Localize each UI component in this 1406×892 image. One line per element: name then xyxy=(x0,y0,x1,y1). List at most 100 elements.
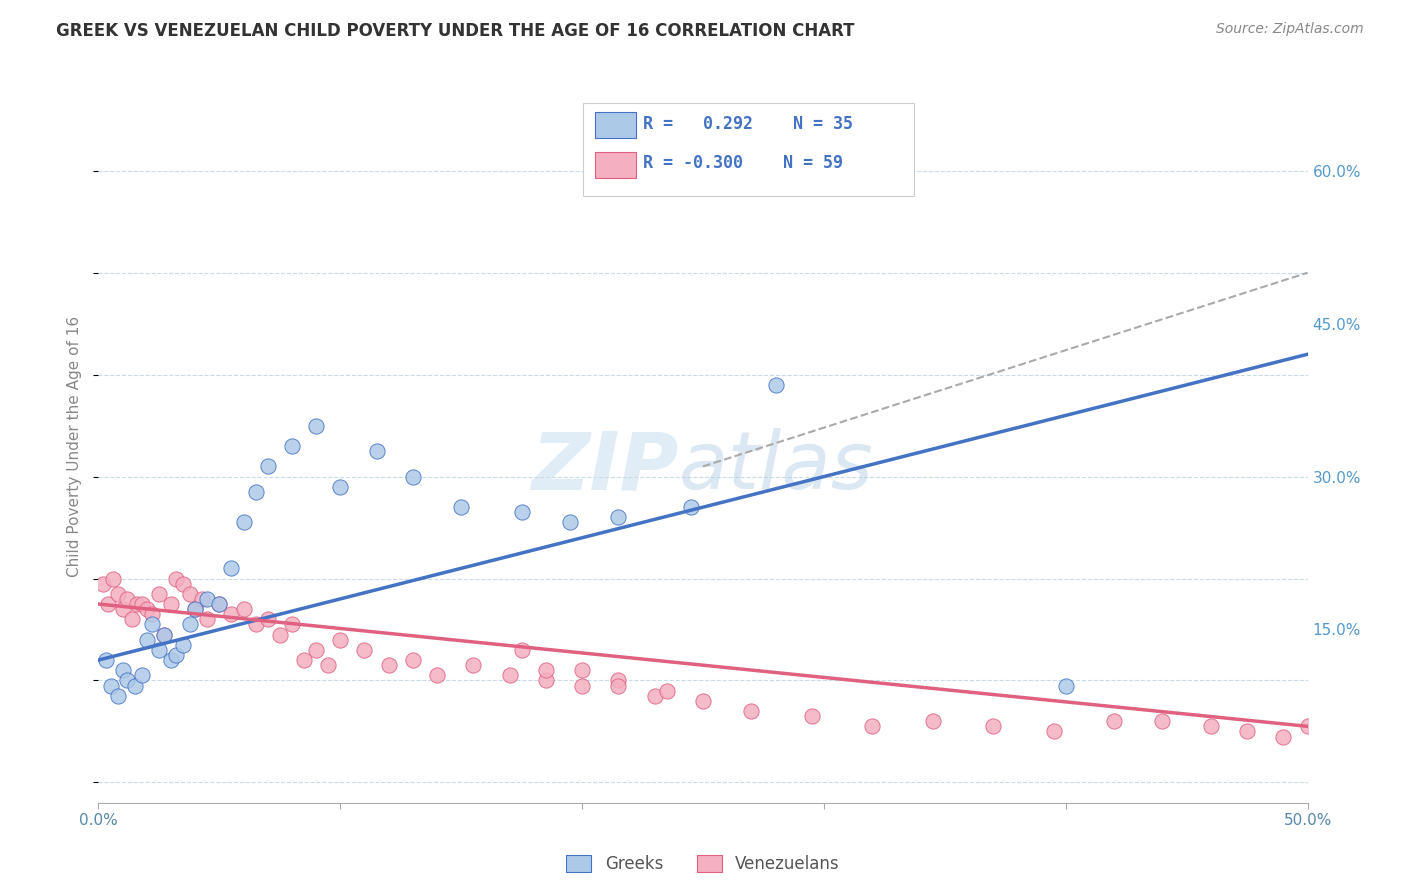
Point xyxy=(1236,724,1258,739)
Point xyxy=(256,612,278,626)
Point xyxy=(117,673,139,688)
Point xyxy=(191,591,214,606)
Point xyxy=(232,602,254,616)
Point xyxy=(571,663,593,677)
Point xyxy=(655,683,678,698)
Point xyxy=(607,510,630,524)
Point xyxy=(463,658,485,673)
Point xyxy=(498,668,520,682)
Point xyxy=(305,643,328,657)
Point xyxy=(148,587,170,601)
Point xyxy=(195,612,218,626)
Point xyxy=(800,709,823,723)
Point xyxy=(281,439,304,453)
Y-axis label: Child Poverty Under the Age of 16: Child Poverty Under the Age of 16 xyxy=(67,316,83,576)
Point xyxy=(1054,679,1077,693)
Point xyxy=(172,638,194,652)
Point xyxy=(1199,719,1222,733)
Point xyxy=(232,516,254,530)
Point xyxy=(131,597,153,611)
Point xyxy=(107,587,129,601)
Point xyxy=(111,663,134,677)
Point xyxy=(121,612,143,626)
Point xyxy=(101,572,124,586)
Point xyxy=(135,632,157,647)
Point xyxy=(131,668,153,682)
Point xyxy=(510,643,533,657)
Point xyxy=(141,607,163,622)
Point xyxy=(292,653,315,667)
Point xyxy=(221,561,243,575)
Point xyxy=(184,602,207,616)
Point xyxy=(765,377,787,392)
Point xyxy=(1296,719,1319,733)
Point xyxy=(426,668,449,682)
Point xyxy=(692,694,714,708)
Point xyxy=(135,602,157,616)
Point xyxy=(269,627,291,641)
Point xyxy=(160,653,183,667)
Point xyxy=(107,689,129,703)
Point xyxy=(91,576,114,591)
Point xyxy=(607,679,630,693)
Point xyxy=(510,505,533,519)
Point xyxy=(221,607,243,622)
Point xyxy=(571,679,593,693)
Point xyxy=(100,679,122,693)
Legend: Greeks, Venezuelans: Greeks, Venezuelans xyxy=(560,848,846,880)
Point xyxy=(402,653,425,667)
Point xyxy=(165,648,187,662)
Point xyxy=(256,459,278,474)
Point xyxy=(97,597,120,611)
Point xyxy=(148,643,170,657)
Point xyxy=(1272,730,1295,744)
Point xyxy=(94,653,117,667)
Text: Source: ZipAtlas.com: Source: ZipAtlas.com xyxy=(1216,22,1364,37)
Point xyxy=(124,679,146,693)
Point xyxy=(172,576,194,591)
Point xyxy=(558,516,581,530)
Point xyxy=(305,418,328,433)
Point xyxy=(534,663,557,677)
Point xyxy=(353,643,375,657)
Point xyxy=(179,617,201,632)
Point xyxy=(329,480,352,494)
Point xyxy=(141,617,163,632)
Point xyxy=(208,597,231,611)
Point xyxy=(208,597,231,611)
Point xyxy=(111,602,134,616)
Point xyxy=(1042,724,1064,739)
Text: ZIP: ZIP xyxy=(531,428,679,507)
Point xyxy=(981,719,1004,733)
Point xyxy=(1102,714,1125,729)
Point xyxy=(607,673,630,688)
Point xyxy=(402,469,425,483)
Point xyxy=(534,673,557,688)
Point xyxy=(329,632,352,647)
Point xyxy=(127,597,149,611)
Point xyxy=(152,627,174,641)
Point xyxy=(377,658,399,673)
Point xyxy=(195,591,218,606)
Point xyxy=(837,144,859,158)
Text: R =   0.292    N = 35: R = 0.292 N = 35 xyxy=(643,115,852,133)
Point xyxy=(1152,714,1174,729)
Point xyxy=(860,719,883,733)
Point xyxy=(179,587,201,601)
Text: atlas: atlas xyxy=(679,428,873,507)
Point xyxy=(245,484,267,499)
Point xyxy=(245,617,267,632)
Point xyxy=(117,591,139,606)
Point xyxy=(740,704,762,718)
Point xyxy=(366,444,388,458)
Point xyxy=(165,572,187,586)
Point xyxy=(184,602,207,616)
Point xyxy=(921,714,943,729)
Point xyxy=(679,500,702,515)
Text: R = -0.300    N = 59: R = -0.300 N = 59 xyxy=(643,154,842,172)
Point xyxy=(152,627,174,641)
Point xyxy=(450,500,472,515)
Text: GREEK VS VENEZUELAN CHILD POVERTY UNDER THE AGE OF 16 CORRELATION CHART: GREEK VS VENEZUELAN CHILD POVERTY UNDER … xyxy=(56,22,855,40)
Point xyxy=(160,597,183,611)
Point xyxy=(644,689,666,703)
